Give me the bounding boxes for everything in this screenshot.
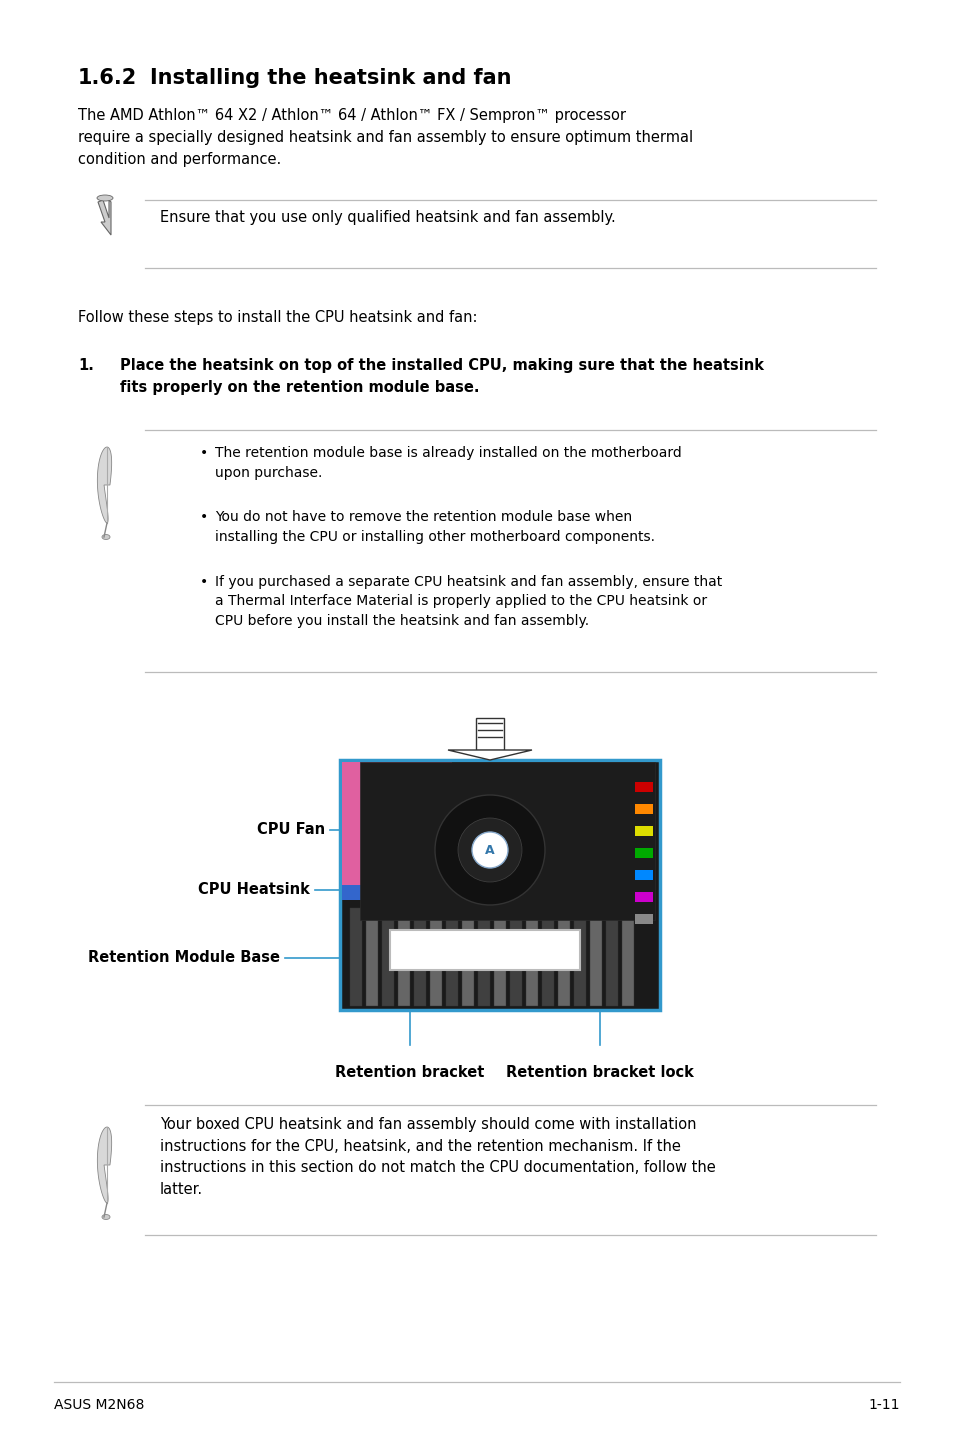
Bar [510, 907, 521, 1007]
Bar [605, 907, 618, 1007]
Circle shape [457, 818, 521, 881]
Polygon shape [98, 200, 111, 234]
Bar [381, 907, 394, 1007]
Bar [558, 907, 569, 1007]
Bar [494, 907, 505, 1007]
Bar [341, 884, 456, 900]
Polygon shape [97, 1127, 112, 1204]
Polygon shape [97, 447, 112, 523]
Bar [461, 907, 474, 1007]
Bar [635, 848, 652, 858]
Text: If you purchased a separate CPU heatsink and fan assembly, ensure that
a Thermal: If you purchased a separate CPU heatsink… [214, 575, 721, 628]
Text: The retention module base is already installed on the motherboard
upon purchase.: The retention module base is already ins… [214, 446, 681, 479]
Bar [414, 907, 426, 1007]
Text: Your boxed CPU heatsink and fan assembly should come with installation
instructi: Your boxed CPU heatsink and fan assembly… [160, 1117, 715, 1196]
Ellipse shape [102, 535, 110, 539]
Text: 1-11: 1-11 [867, 1398, 899, 1412]
Polygon shape [448, 751, 532, 761]
Bar [541, 907, 554, 1007]
Text: 1.: 1. [78, 358, 93, 372]
Circle shape [435, 795, 544, 905]
Text: Retention Module Base: Retention Module Base [88, 951, 280, 965]
Text: •: • [200, 446, 208, 460]
Bar [350, 907, 361, 1007]
Text: Ensure that you use only qualified heatsink and fan assembly.: Ensure that you use only qualified heats… [160, 210, 615, 224]
Text: 1.6.2: 1.6.2 [78, 68, 137, 88]
Ellipse shape [102, 1215, 110, 1219]
Bar [430, 907, 441, 1007]
Text: Installing the heatsink and fan: Installing the heatsink and fan [150, 68, 511, 88]
Bar [397, 907, 410, 1007]
Bar [589, 907, 601, 1007]
Bar [525, 907, 537, 1007]
Bar [366, 907, 377, 1007]
Text: Place the heatsink on top of the installed CPU, making sure that the heatsink
fi: Place the heatsink on top of the install… [120, 358, 763, 394]
Text: A: A [485, 844, 495, 857]
Bar [635, 915, 652, 925]
Text: •: • [200, 575, 208, 590]
Ellipse shape [97, 196, 112, 201]
Text: •: • [200, 510, 208, 523]
Circle shape [472, 833, 507, 869]
Bar [339, 761, 659, 1009]
Bar [621, 907, 634, 1007]
Bar [446, 907, 457, 1007]
Bar [635, 825, 652, 835]
Bar [574, 907, 585, 1007]
Text: CPU Heatsink: CPU Heatsink [198, 883, 310, 897]
Text: The AMD Athlon™ 64 X2 / Athlon™ 64 / Athlon™ FX / Sempron™ processor
require a s: The AMD Athlon™ 64 X2 / Athlon™ 64 / Ath… [78, 108, 693, 167]
Text: Retention bracket: Retention bracket [335, 1066, 484, 1080]
Bar [635, 892, 652, 902]
Bar [635, 870, 652, 880]
Bar [477, 907, 490, 1007]
Text: Retention bracket lock: Retention bracket lock [505, 1066, 693, 1080]
Bar [635, 782, 652, 792]
Bar [476, 718, 503, 751]
Bar [390, 930, 579, 971]
Text: CPU Fan: CPU Fan [256, 823, 325, 837]
Bar [635, 804, 652, 814]
Bar [359, 762, 655, 920]
Bar [341, 762, 452, 890]
Text: ASUS M2N68: ASUS M2N68 [54, 1398, 144, 1412]
Text: Follow these steps to install the CPU heatsink and fan:: Follow these steps to install the CPU he… [78, 311, 477, 325]
Text: You do not have to remove the retention module base when
installing the CPU or i: You do not have to remove the retention … [214, 510, 655, 544]
